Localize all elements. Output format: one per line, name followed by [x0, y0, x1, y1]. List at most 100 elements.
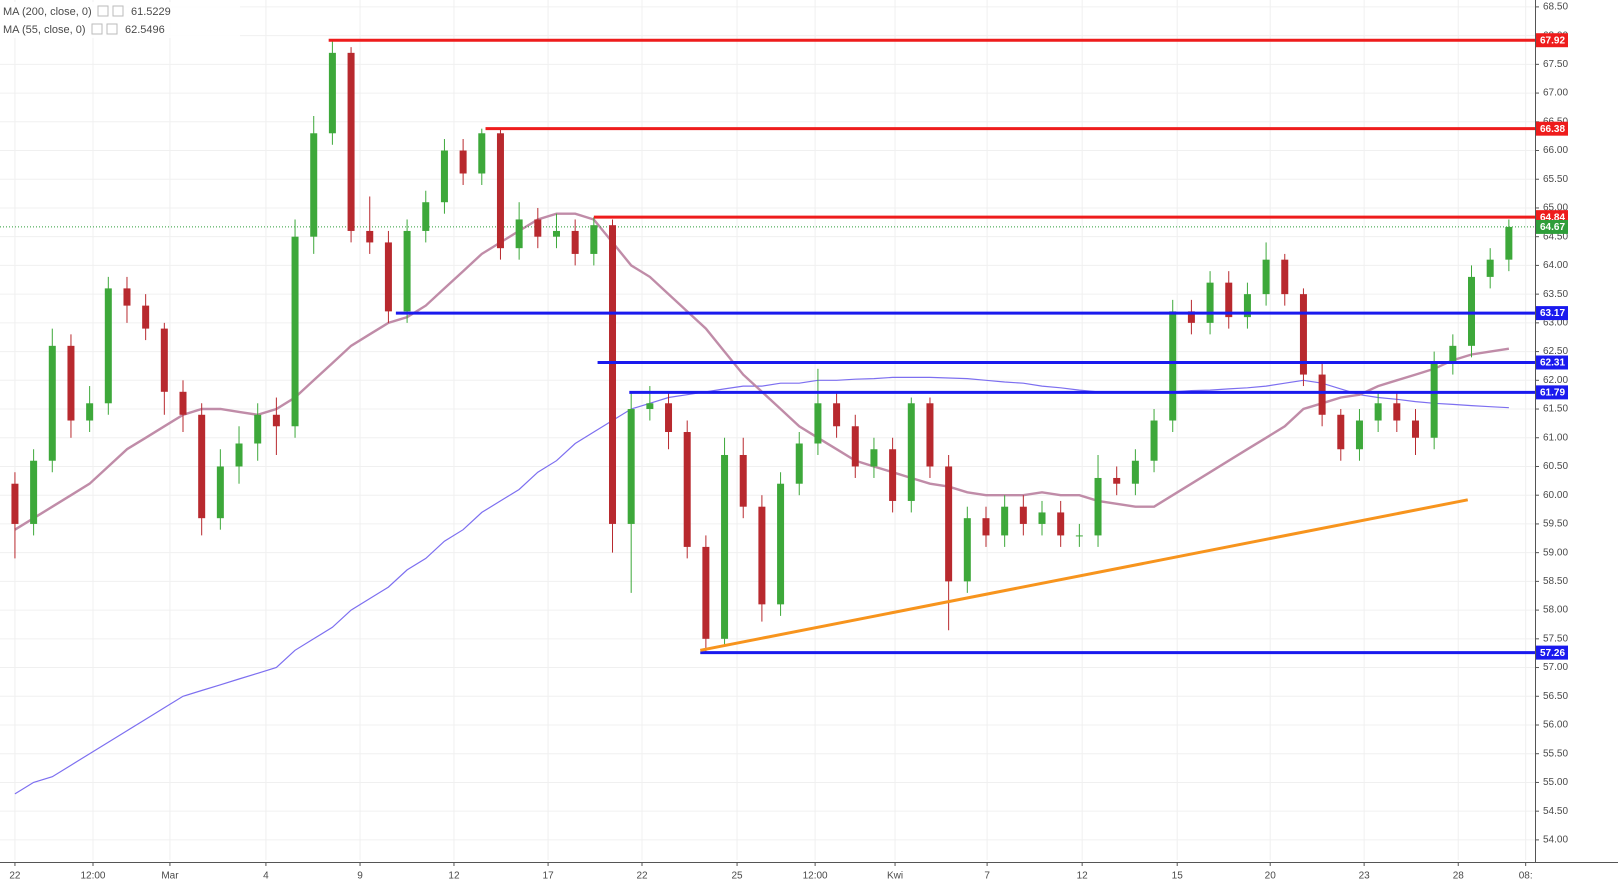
candle-body [1262, 259, 1270, 295]
trend-line [699, 498, 1469, 652]
candle-body [48, 345, 56, 461]
candle-body [328, 52, 336, 134]
level-label-box [1536, 306, 1568, 321]
candle-body [1001, 506, 1009, 536]
candle-body [702, 546, 710, 639]
candle-body [459, 150, 467, 174]
candle-body [907, 403, 915, 501]
y-tick-label: 54.00 [1543, 835, 1568, 846]
legend-settings-icon[interactable] [97, 5, 109, 17]
candle-body [833, 403, 841, 427]
candle-body [982, 518, 990, 536]
candle-body [67, 345, 75, 421]
candle-body [179, 391, 187, 415]
candle-body [590, 225, 598, 254]
x-tick-label: Kwi [887, 871, 903, 882]
candle-body [1094, 477, 1102, 536]
candle-body [1131, 460, 1139, 484]
candle-body [422, 202, 430, 231]
level-label: 64.84 [1540, 212, 1565, 223]
level-label: 62.31 [1540, 358, 1565, 369]
y-tick-label: 60.50 [1543, 461, 1568, 472]
legend-close-icon[interactable] [112, 5, 124, 17]
candle-body [870, 449, 878, 467]
candle-body [347, 52, 355, 231]
axes: 54.00 54.50 55.00 55.50 56.00 56.50 57.00 57.50… [9, 2, 1568, 882]
candle-body [123, 288, 131, 306]
y-tick-label: 67.50 [1543, 59, 1568, 70]
y-tick-label: 64.50 [1543, 231, 1568, 242]
candle-body [665, 403, 673, 433]
x-tick-label: Mar [161, 871, 179, 882]
legend-value: 61.5229 [131, 6, 171, 18]
candle-body [777, 483, 785, 605]
level-label: 66.38 [1540, 124, 1565, 135]
y-tick-label: 61.50 [1543, 404, 1568, 415]
indicator-line [14, 376, 1509, 795]
x-tick-label: 08: [1519, 871, 1533, 882]
level-label-box [1536, 385, 1568, 400]
candle-body [86, 403, 94, 421]
candle-body [1038, 512, 1046, 524]
candle-body [30, 460, 38, 524]
x-tick-label: 28 [1453, 871, 1465, 882]
y-tick-label: 67.00 [1543, 88, 1568, 99]
last-price-box [1536, 219, 1568, 234]
candle-body [1355, 420, 1363, 450]
candle-body [440, 150, 448, 203]
candle-body [366, 230, 374, 243]
candle-body [142, 305, 150, 329]
candle-body [1468, 276, 1476, 346]
level-label-box [1536, 355, 1568, 370]
candle-body [1169, 311, 1177, 421]
level-label-box [1536, 645, 1568, 660]
level-label-box [1536, 121, 1568, 136]
y-tick-label: 58.00 [1543, 605, 1568, 616]
y-tick-label: 66.00 [1543, 145, 1568, 156]
candle-body [1411, 420, 1419, 438]
candle-body [627, 409, 635, 524]
level-label: 61.79 [1540, 388, 1565, 399]
x-tick-label: 22 [636, 871, 648, 882]
y-tick-label: 58.50 [1543, 576, 1568, 587]
legend-value: 62.5496 [125, 24, 165, 36]
candle-body [683, 432, 691, 547]
level-label: 63.17 [1540, 308, 1565, 319]
candle-body [1206, 282, 1214, 323]
x-tick-label: 12 [448, 871, 460, 882]
candle-body [926, 403, 934, 467]
legend-background [0, 2, 240, 38]
y-tick-label: 59.50 [1543, 519, 1568, 530]
last-price-label: 64.67 [1540, 222, 1565, 233]
x-tick-label: 7 [984, 871, 990, 882]
candle-body [963, 518, 971, 582]
candle-body [104, 288, 112, 404]
y-tick-label: 68.50 [1543, 2, 1568, 13]
candle-body [1225, 282, 1233, 318]
candle-body [534, 219, 542, 237]
candle-body [1505, 226, 1513, 260]
legend: MA (200, close, 0) 61.5229 MA (55, close… [0, 2, 240, 38]
y-tick-label: 55.50 [1543, 748, 1568, 759]
candle-body [11, 483, 19, 524]
level-label: 67.92 [1540, 35, 1565, 46]
candle-body [478, 133, 486, 174]
legend-settings-icon[interactable] [91, 23, 103, 35]
candle-body [198, 414, 206, 519]
candle-body [1337, 414, 1345, 450]
candle-body [291, 236, 299, 427]
candle-body [160, 328, 168, 392]
y-tick-label: 63.50 [1543, 289, 1568, 300]
level-label: 57.26 [1540, 648, 1565, 659]
y-tick-label: 54.50 [1543, 806, 1568, 817]
candle-body [1318, 374, 1326, 415]
y-tick-label: 62.50 [1543, 346, 1568, 357]
x-tick-label: 20 [1265, 871, 1277, 882]
candle-body [384, 242, 392, 312]
legend-close-icon[interactable] [106, 23, 118, 35]
legend-label: MA (200, close, 0) [3, 6, 92, 18]
y-tick-label: 57.50 [1543, 633, 1568, 644]
candle-body [1486, 259, 1494, 277]
y-tick-label: 64.00 [1543, 260, 1568, 271]
